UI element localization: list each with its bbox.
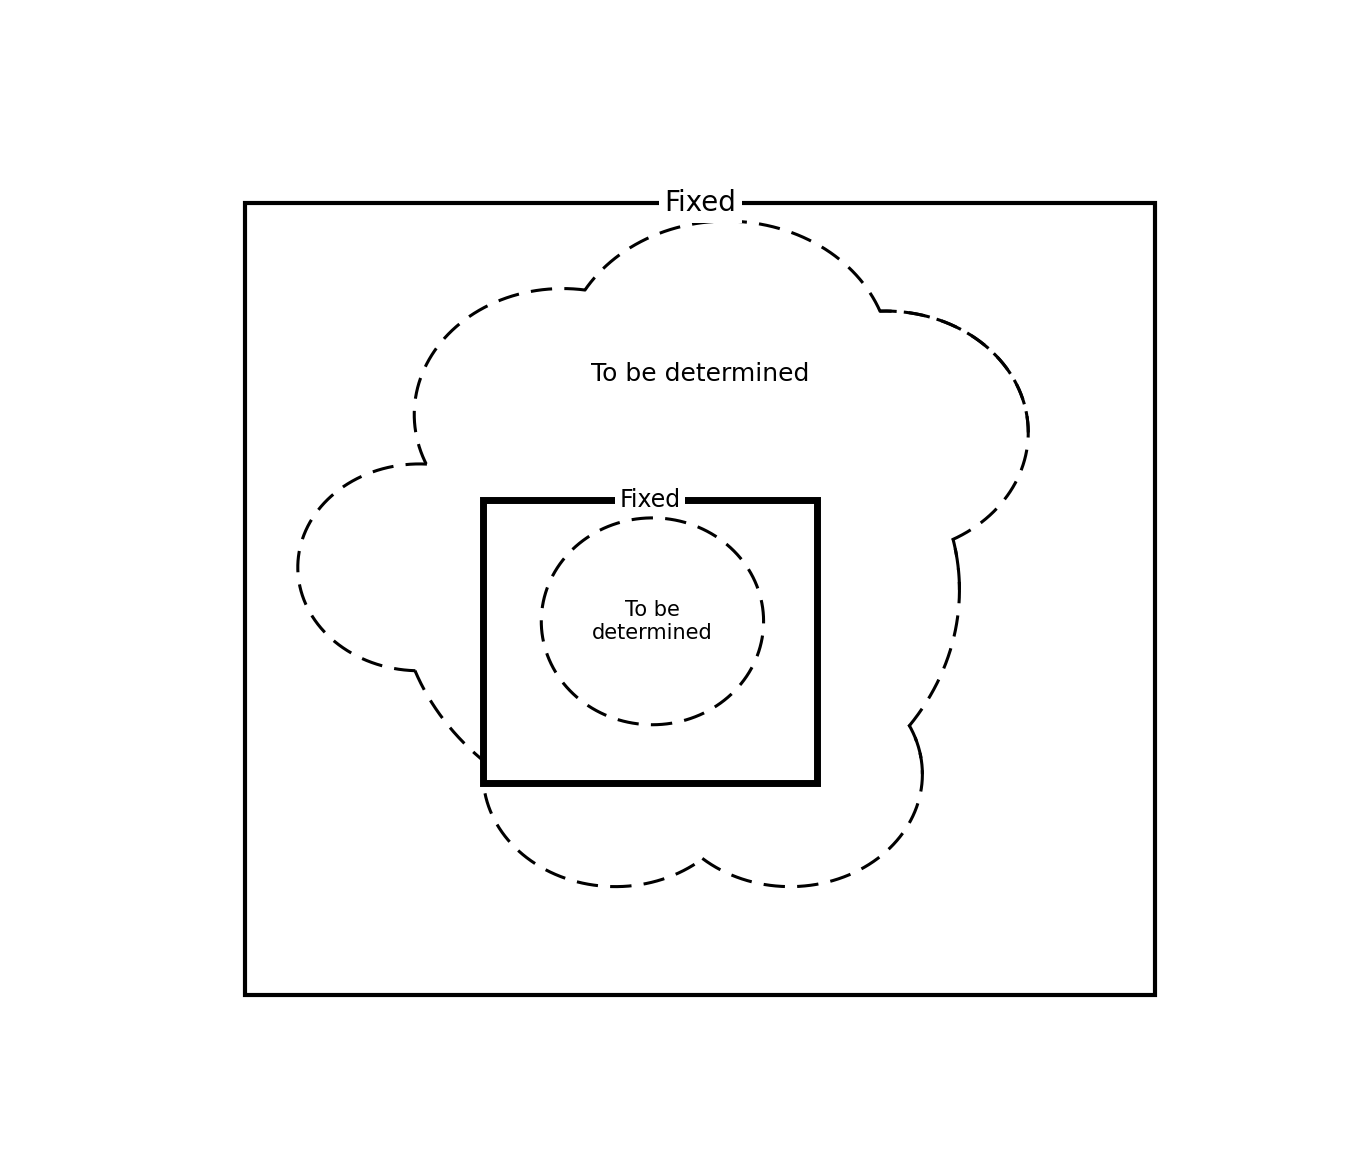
- Bar: [484, 500, 817, 784]
- Text: To be determined: To be determined: [591, 362, 809, 385]
- Text: Fixed: Fixed: [619, 488, 680, 512]
- Bar: [245, 203, 1156, 995]
- Text: Fixed: Fixed: [664, 189, 736, 217]
- Text: To be
determined: To be determined: [591, 599, 713, 642]
